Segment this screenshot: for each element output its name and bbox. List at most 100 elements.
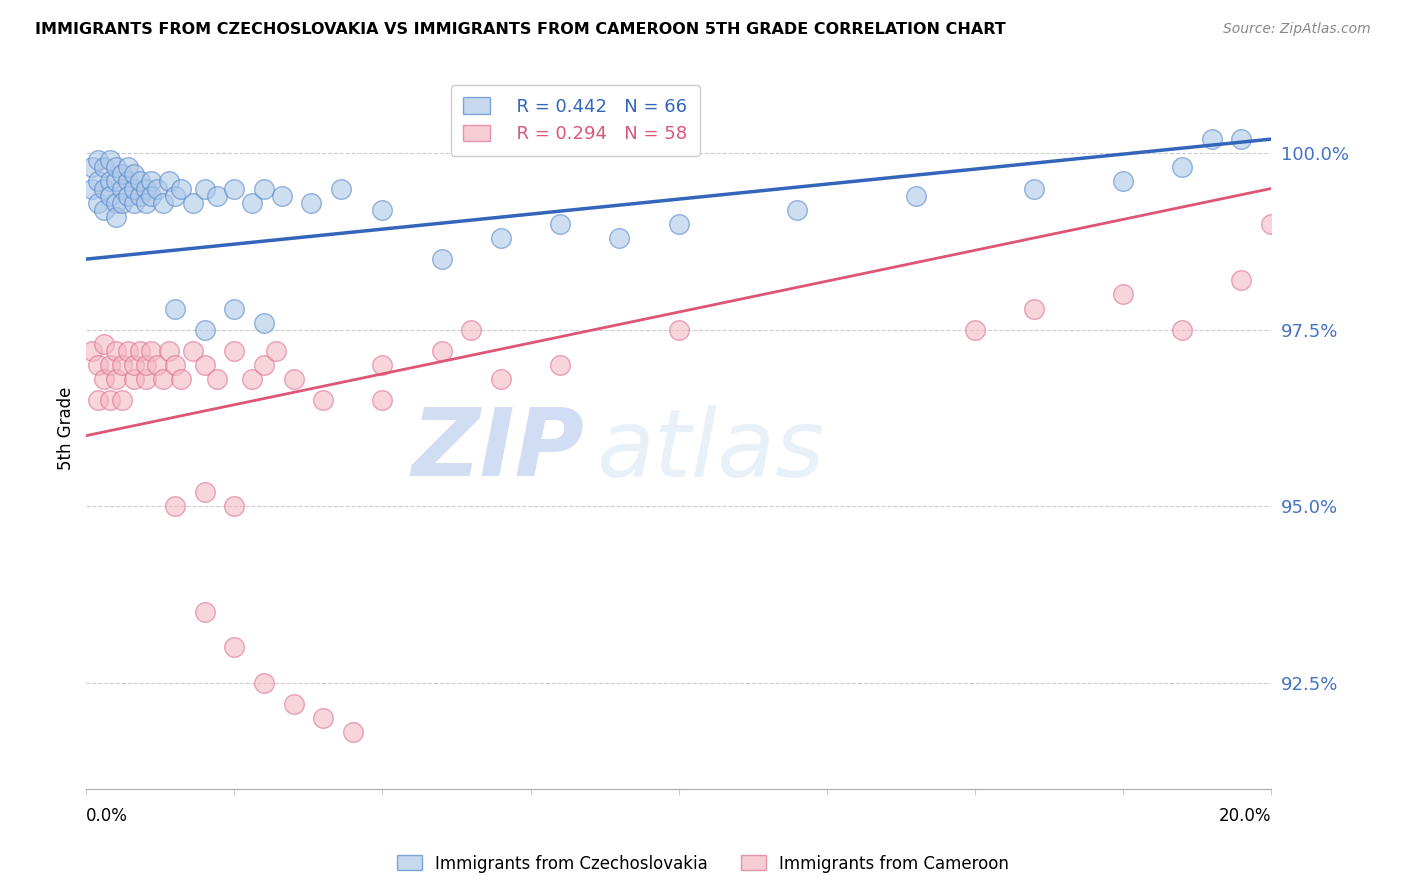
Point	[152, 372, 174, 386]
Point	[181, 343, 204, 358]
Point	[194, 605, 217, 619]
Point	[1024, 301, 1046, 316]
Point	[135, 358, 157, 372]
Point	[205, 372, 228, 386]
Point	[165, 499, 187, 513]
Point	[93, 202, 115, 217]
Point	[117, 188, 139, 202]
Point	[963, 323, 986, 337]
Point	[194, 323, 217, 337]
Point	[122, 372, 145, 386]
Point	[371, 358, 394, 372]
Point	[111, 358, 134, 372]
Point	[668, 323, 690, 337]
Point	[93, 336, 115, 351]
Point	[548, 217, 571, 231]
Point	[1024, 181, 1046, 195]
Y-axis label: 5th Grade: 5th Grade	[58, 387, 75, 470]
Point	[342, 725, 364, 739]
Text: ZIP: ZIP	[411, 404, 583, 496]
Point	[122, 168, 145, 182]
Point	[82, 161, 104, 175]
Point	[312, 711, 335, 725]
Point	[141, 174, 163, 188]
Point	[224, 301, 246, 316]
Point	[224, 181, 246, 195]
Point	[98, 358, 121, 372]
Point	[141, 343, 163, 358]
Point	[1230, 273, 1253, 287]
Point	[98, 393, 121, 408]
Point	[104, 195, 127, 210]
Point	[98, 174, 121, 188]
Point	[312, 393, 335, 408]
Point	[111, 195, 134, 210]
Text: Source: ZipAtlas.com: Source: ZipAtlas.com	[1223, 22, 1371, 37]
Point	[104, 372, 127, 386]
Text: 0.0%: 0.0%	[86, 807, 128, 825]
Point	[152, 195, 174, 210]
Point	[224, 640, 246, 655]
Point	[668, 217, 690, 231]
Point	[904, 188, 927, 202]
Point	[194, 181, 217, 195]
Point	[87, 195, 110, 210]
Point	[240, 372, 263, 386]
Point	[87, 393, 110, 408]
Point	[460, 323, 482, 337]
Point	[82, 181, 104, 195]
Text: atlas: atlas	[596, 405, 824, 496]
Point	[98, 188, 121, 202]
Point	[194, 358, 217, 372]
Point	[224, 343, 246, 358]
Point	[253, 358, 276, 372]
Point	[299, 195, 322, 210]
Point	[253, 675, 276, 690]
Point	[1260, 217, 1282, 231]
Point	[170, 181, 193, 195]
Point	[371, 202, 394, 217]
Point	[98, 153, 121, 168]
Point	[253, 181, 276, 195]
Point	[371, 393, 394, 408]
Point	[146, 181, 169, 195]
Point	[430, 252, 453, 266]
Point	[104, 210, 127, 224]
Point	[165, 358, 187, 372]
Point	[87, 358, 110, 372]
Point	[609, 231, 631, 245]
Point	[157, 174, 180, 188]
Point	[141, 188, 163, 202]
Point	[1201, 132, 1223, 146]
Point	[104, 343, 127, 358]
Point	[128, 174, 150, 188]
Point	[1171, 323, 1194, 337]
Point	[122, 195, 145, 210]
Point	[111, 168, 134, 182]
Point	[157, 343, 180, 358]
Point	[194, 485, 217, 500]
Text: 20.0%: 20.0%	[1219, 807, 1271, 825]
Legend:   R = 0.442   N = 66,   R = 0.294   N = 58: R = 0.442 N = 66, R = 0.294 N = 58	[451, 85, 700, 155]
Point	[93, 161, 115, 175]
Point	[270, 188, 292, 202]
Point	[122, 358, 145, 372]
Point	[205, 188, 228, 202]
Point	[283, 372, 305, 386]
Text: IMMIGRANTS FROM CZECHOSLOVAKIA VS IMMIGRANTS FROM CAMEROON 5TH GRADE CORRELATION: IMMIGRANTS FROM CZECHOSLOVAKIA VS IMMIGR…	[35, 22, 1005, 37]
Point	[165, 188, 187, 202]
Point	[264, 343, 287, 358]
Point	[93, 372, 115, 386]
Point	[117, 174, 139, 188]
Point	[87, 153, 110, 168]
Point	[240, 195, 263, 210]
Point	[111, 393, 134, 408]
Point	[430, 343, 453, 358]
Point	[104, 174, 127, 188]
Point	[135, 181, 157, 195]
Point	[87, 174, 110, 188]
Point	[170, 372, 193, 386]
Point	[1230, 132, 1253, 146]
Point	[1171, 161, 1194, 175]
Point	[111, 181, 134, 195]
